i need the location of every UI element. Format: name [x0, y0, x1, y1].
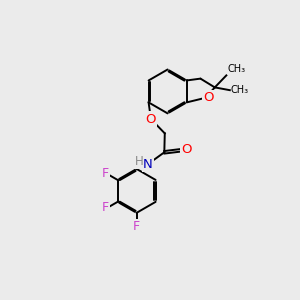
Text: H: H: [134, 155, 143, 168]
Text: F: F: [102, 201, 109, 214]
Text: CH₃: CH₃: [227, 64, 245, 74]
Text: F: F: [133, 220, 140, 233]
Text: O: O: [146, 112, 156, 125]
Text: F: F: [102, 167, 109, 180]
Text: N: N: [143, 158, 153, 171]
Text: O: O: [181, 143, 192, 157]
Text: CH₃: CH₃: [230, 85, 249, 95]
Text: O: O: [203, 91, 214, 104]
